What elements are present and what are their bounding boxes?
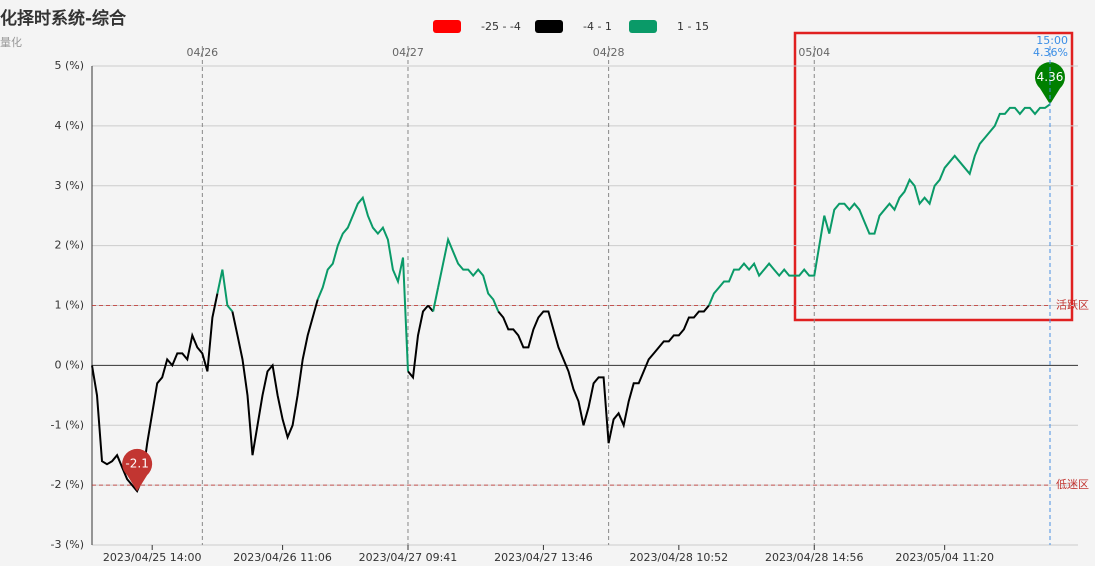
y-tick-label: 5 (%)	[54, 59, 84, 72]
y-tick-label: -3 (%)	[51, 538, 85, 551]
x-tick-label: 2023/05/04 11:20	[895, 551, 994, 564]
day-label: 04/27	[392, 46, 424, 59]
x-tick-label: 2023/04/26 11:06	[233, 551, 332, 564]
pointer-time: 15:00	[1036, 34, 1068, 47]
pointer-value: 4.36%	[1033, 46, 1068, 59]
y-tick-label: 2 (%)	[54, 239, 84, 252]
day-label: 05/04	[798, 46, 830, 59]
legend-swatch	[433, 20, 461, 33]
line-segment	[437, 236, 500, 312]
line-segment	[407, 304, 429, 380]
legend-swatch	[629, 20, 657, 33]
x-tick-label: 2023/04/27 09:41	[359, 551, 458, 564]
day-label: 04/28	[593, 46, 625, 59]
chart-title: 化择时系统-综合	[0, 8, 127, 29]
legend-label: 1 - 15	[677, 20, 709, 33]
x-tick-label: 2023/04/27 13:46	[494, 551, 593, 564]
highlight-box	[793, 31, 1074, 322]
pin	[122, 448, 153, 492]
y-tick-label: -1 (%)	[51, 418, 85, 431]
line-segment	[91, 293, 219, 493]
legend-label: -4 - 1	[583, 20, 612, 33]
y-tick-label: 3 (%)	[54, 179, 84, 192]
line-segment	[216, 269, 234, 313]
x-tick-label: 2023/04/25 14:00	[103, 551, 202, 564]
legend-label: -25 - -4	[481, 20, 521, 33]
chart-subtitle: 量化	[0, 35, 22, 49]
line-segment	[316, 195, 409, 372]
day-label: 04/26	[186, 46, 218, 59]
pin-label: -2.1	[125, 457, 148, 471]
mark-line-label: 低迷区	[1056, 478, 1089, 491]
legend-swatch	[535, 20, 563, 33]
line-segment	[427, 304, 434, 313]
mark-line-label: 活跃区	[1056, 298, 1089, 312]
y-tick-label: 0 (%)	[54, 358, 84, 371]
line-segment	[497, 304, 710, 444]
x-tick-label: 2023/04/28 10:52	[630, 551, 729, 564]
line-segment	[231, 299, 319, 456]
line-segment	[432, 287, 440, 312]
x-tick-label: 2023/04/28 14:56	[765, 551, 864, 564]
y-tick-label: 1 (%)	[54, 299, 84, 312]
y-tick-label: -2 (%)	[51, 478, 85, 491]
y-tick-label: 4 (%)	[54, 119, 84, 132]
line-segment	[707, 103, 1051, 306]
